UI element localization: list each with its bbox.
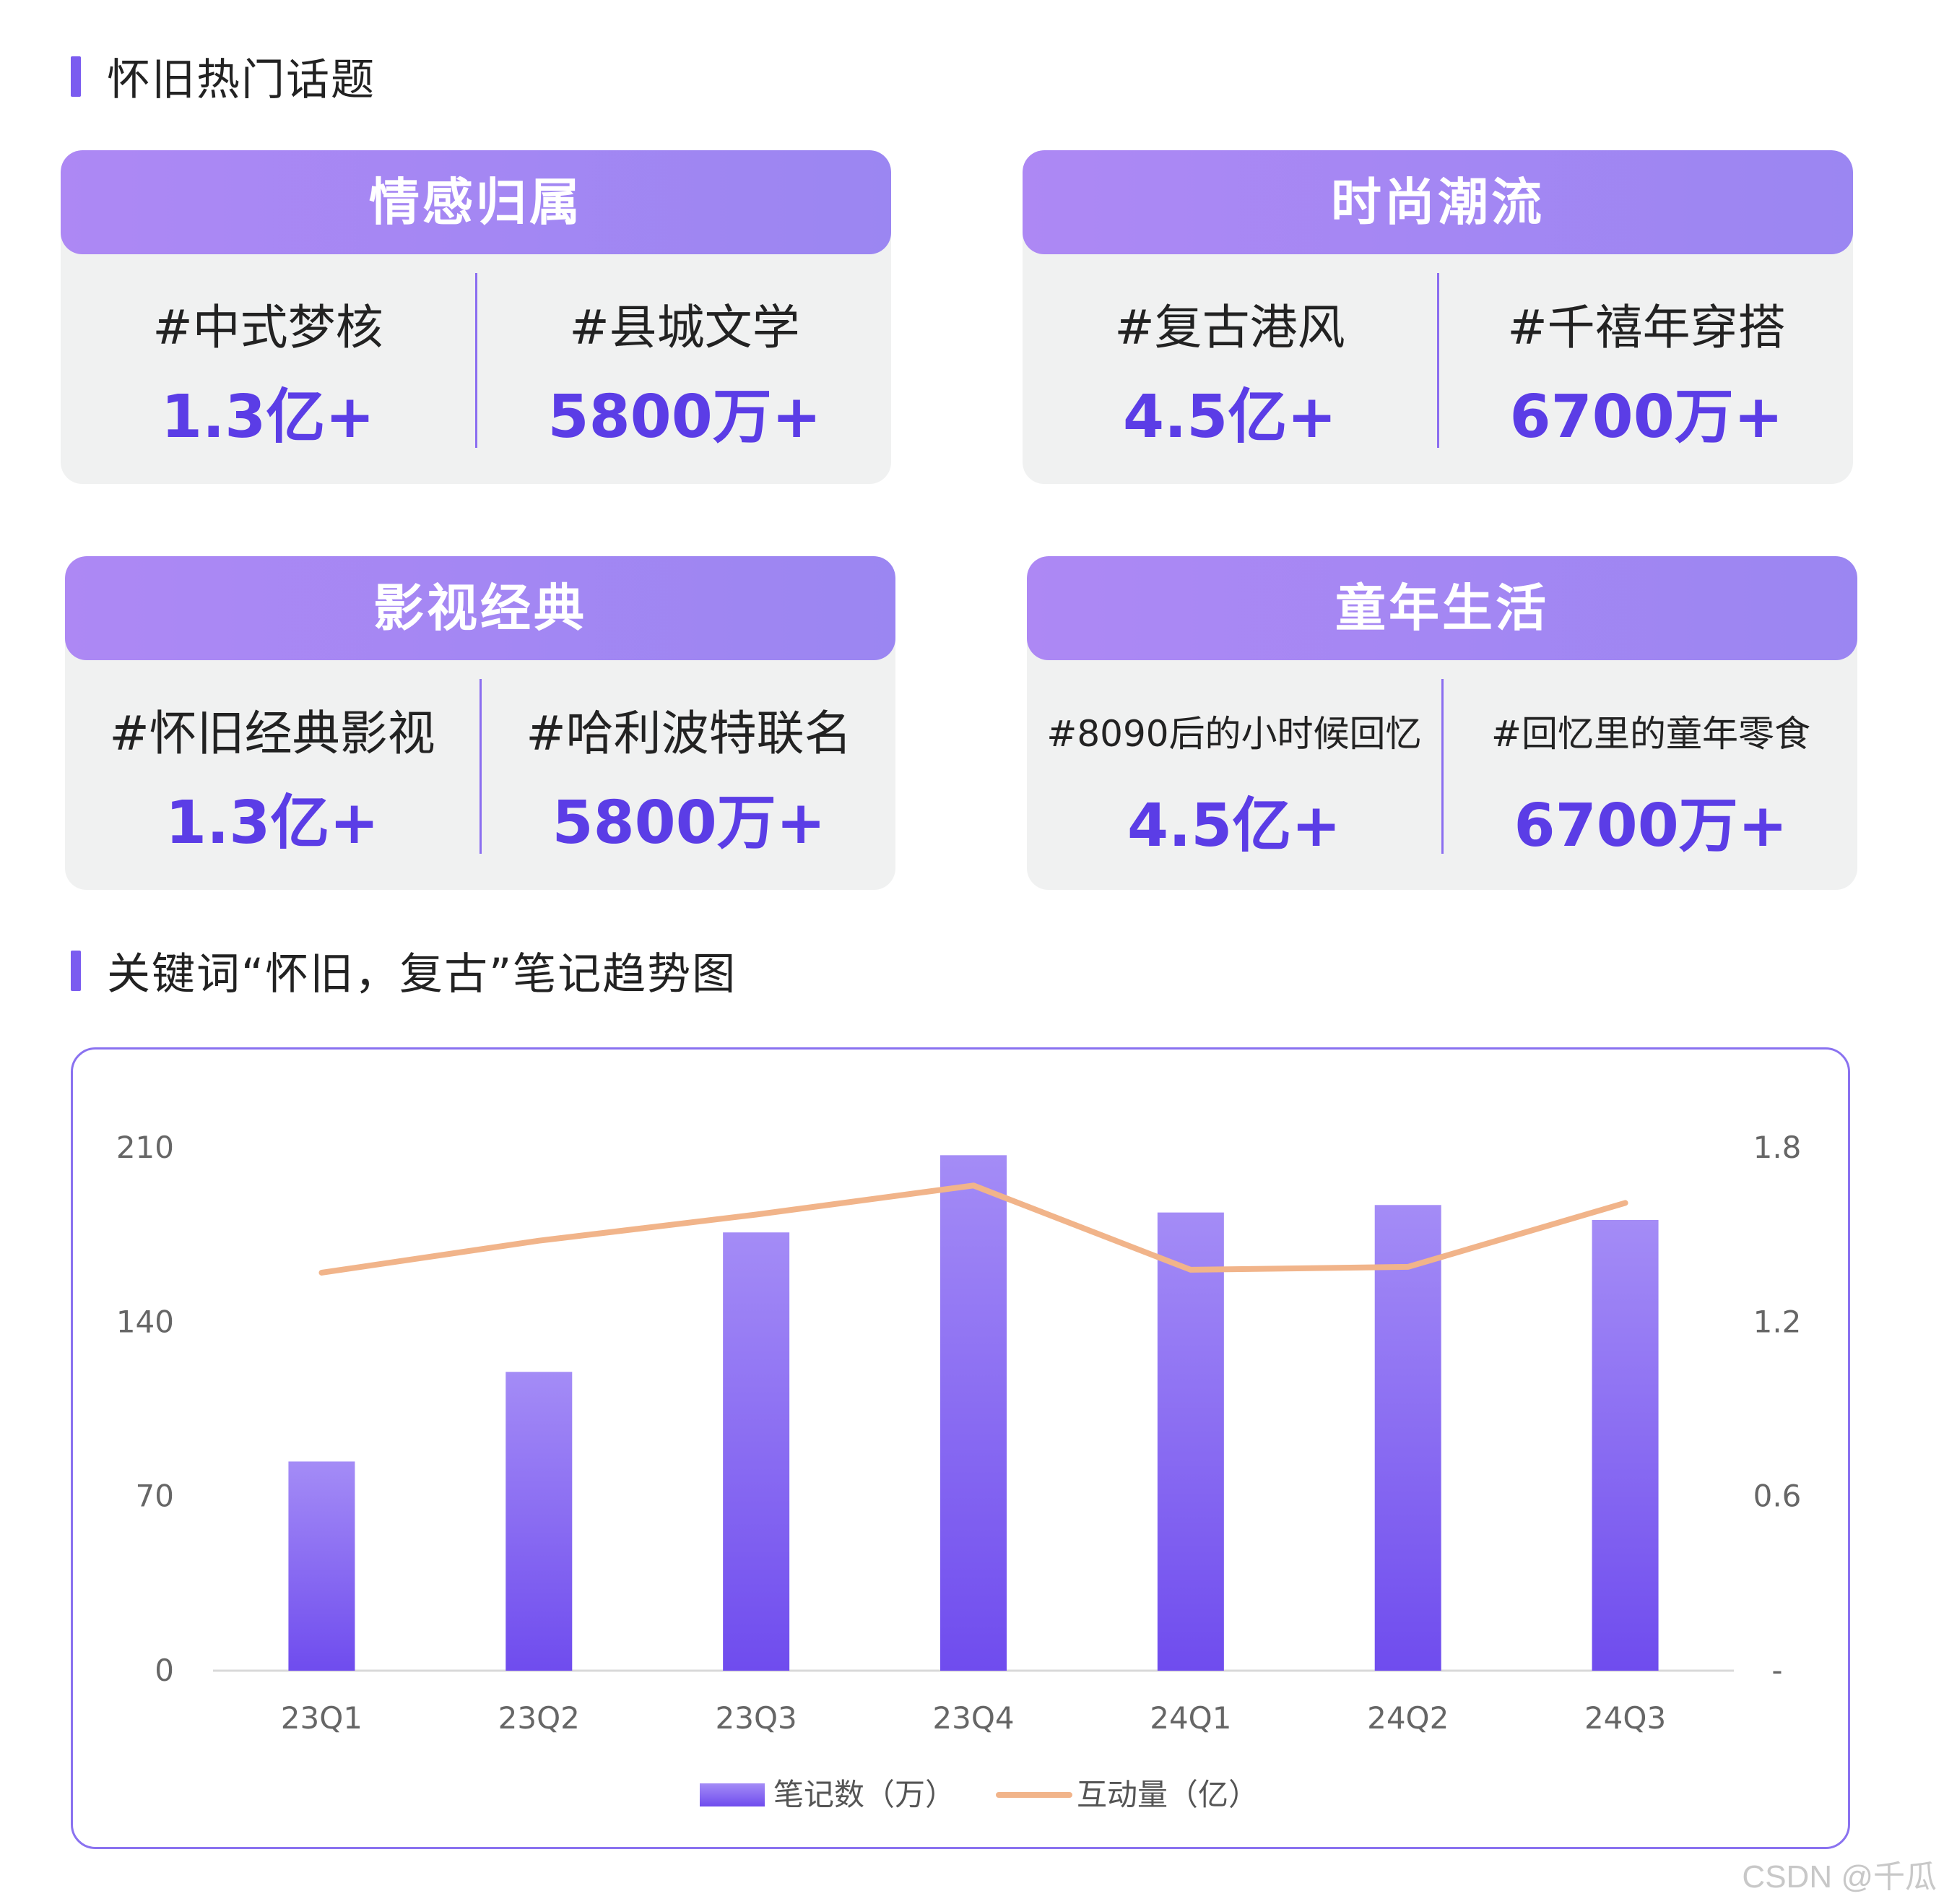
y-left-tick-label: 210	[116, 1130, 174, 1165]
topic-label: #中式梦核	[152, 300, 383, 355]
topic-label: #怀旧经典影视	[109, 706, 435, 761]
watermark: CSDN @千瓜	[1742, 1859, 1937, 1895]
bar-24Q1	[1157, 1212, 1224, 1671]
topic-value: 4.5亿+	[1127, 792, 1341, 860]
card-title: 童年生活	[1027, 556, 1857, 660]
topic-label: #县城文学	[569, 300, 800, 355]
card-title: 时尚潮流	[1023, 150, 1853, 254]
topic-value: 5800万+	[552, 789, 826, 857]
topic-card-emotion: 情感归属 #中式梦核 1.3亿+ #县城文学 5800万+	[61, 150, 891, 484]
legend-swatch-bar	[700, 1783, 765, 1806]
section-title-text: 怀旧热门话题	[107, 55, 376, 105]
card-title: 影视经典	[65, 556, 895, 660]
topic-label: #千禧年穿搭	[1507, 300, 1786, 355]
topic-value: 5800万+	[547, 383, 822, 451]
card-title: 情感归属	[61, 150, 891, 254]
x-tick-label: 23Q4	[932, 1700, 1014, 1736]
topic-label: #8090后的小时候回忆	[1046, 713, 1422, 755]
x-tick-label: 24Q1	[1150, 1700, 1231, 1736]
bar-23Q2	[505, 1372, 573, 1671]
y-right-tick-label: 1.8	[1753, 1130, 1802, 1165]
title-accent-bar	[71, 56, 81, 97]
y-left-tick-label: 0	[155, 1653, 174, 1688]
topic-value: 1.3亿+	[161, 383, 375, 451]
y-left-tick-label: 70	[136, 1479, 174, 1514]
x-tick-label: 23Q3	[716, 1700, 797, 1736]
x-tick-label: 24Q3	[1584, 1700, 1666, 1736]
topic-label: #回忆里的童年零食	[1491, 713, 1810, 755]
section-title-hot-topics: 怀旧热门话题	[71, 45, 376, 108]
y-right-tick-label: 0.6	[1753, 1479, 1802, 1514]
title-accent-bar	[71, 950, 81, 991]
bar-24Q3	[1592, 1219, 1659, 1671]
bar-23Q1	[288, 1461, 355, 1671]
legend-label-bar: 笔记数（万）	[773, 1777, 955, 1812]
y-left-tick-label: 140	[116, 1304, 174, 1339]
section-title-trend: 关键词“怀旧，复古”笔记趋势图	[71, 939, 737, 1002]
topic-value: 6700万+	[1509, 383, 1784, 451]
bar-24Q2	[1374, 1205, 1441, 1671]
topic-value: 4.5亿+	[1123, 383, 1337, 451]
bar-23Q3	[723, 1232, 790, 1671]
topic-value: 1.3亿+	[165, 789, 379, 857]
x-tick-label: 24Q2	[1367, 1700, 1449, 1736]
topic-value: 6700万+	[1514, 792, 1788, 860]
bar-23Q4	[940, 1155, 1007, 1671]
x-tick-label: 23Q2	[498, 1700, 580, 1736]
legend-label-line: 互动量（亿）	[1077, 1777, 1259, 1812]
card-divider	[480, 679, 482, 854]
card-divider	[1437, 273, 1439, 448]
y-right-tick-label: -	[1771, 1653, 1782, 1688]
trend-chart-panel: 0 70 140 210 - 0.6 1.2 1.8 23Q1 23Q2 23Q3 23Q4 24Q1 2…	[71, 1047, 1850, 1849]
card-divider	[475, 273, 477, 448]
topic-card-film: 影视经典 #怀旧经典影视 1.3亿+ #哈利波特联名 5800万+	[65, 556, 895, 890]
line-series-interaction	[318, 1182, 1628, 1276]
topic-label: #复古港风	[1114, 300, 1345, 355]
x-tick-label: 23Q1	[281, 1700, 363, 1736]
topic-label: #哈利波特联名	[526, 706, 852, 761]
trend-chart: 0 70 140 210 - 0.6 1.2 1.8 23Q1 23Q2 23Q3 23Q4 24Q1 2…	[116, 1130, 1802, 1812]
card-divider	[1441, 679, 1444, 854]
topic-card-childhood: 童年生活 #8090后的小时候回忆 4.5亿+ #回忆里的童年零食 6700万+	[1027, 556, 1857, 890]
section-title-text: 关键词“怀旧，复古”笔记趋势图	[107, 949, 737, 1000]
topic-card-fashion: 时尚潮流 #复古港风 4.5亿+ #千禧年穿搭 6700万+	[1023, 150, 1853, 484]
y-right-tick-label: 1.2	[1753, 1304, 1802, 1339]
